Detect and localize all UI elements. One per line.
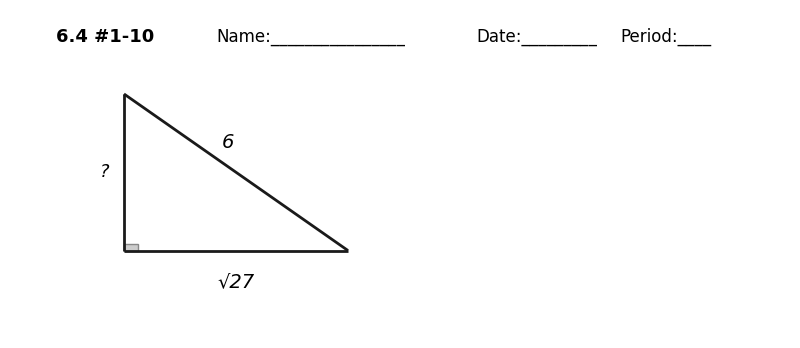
Text: Date:_________: Date:_________ (476, 28, 597, 46)
Text: Name:________________: Name:________________ (216, 28, 405, 46)
Text: 6.4 #1-10: 6.4 #1-10 (56, 28, 154, 46)
Text: 6: 6 (222, 133, 234, 152)
Text: Period:____: Period:____ (620, 28, 711, 46)
Text: ?: ? (100, 163, 110, 181)
Bar (124, 244, 138, 251)
Text: √27: √27 (218, 272, 254, 291)
